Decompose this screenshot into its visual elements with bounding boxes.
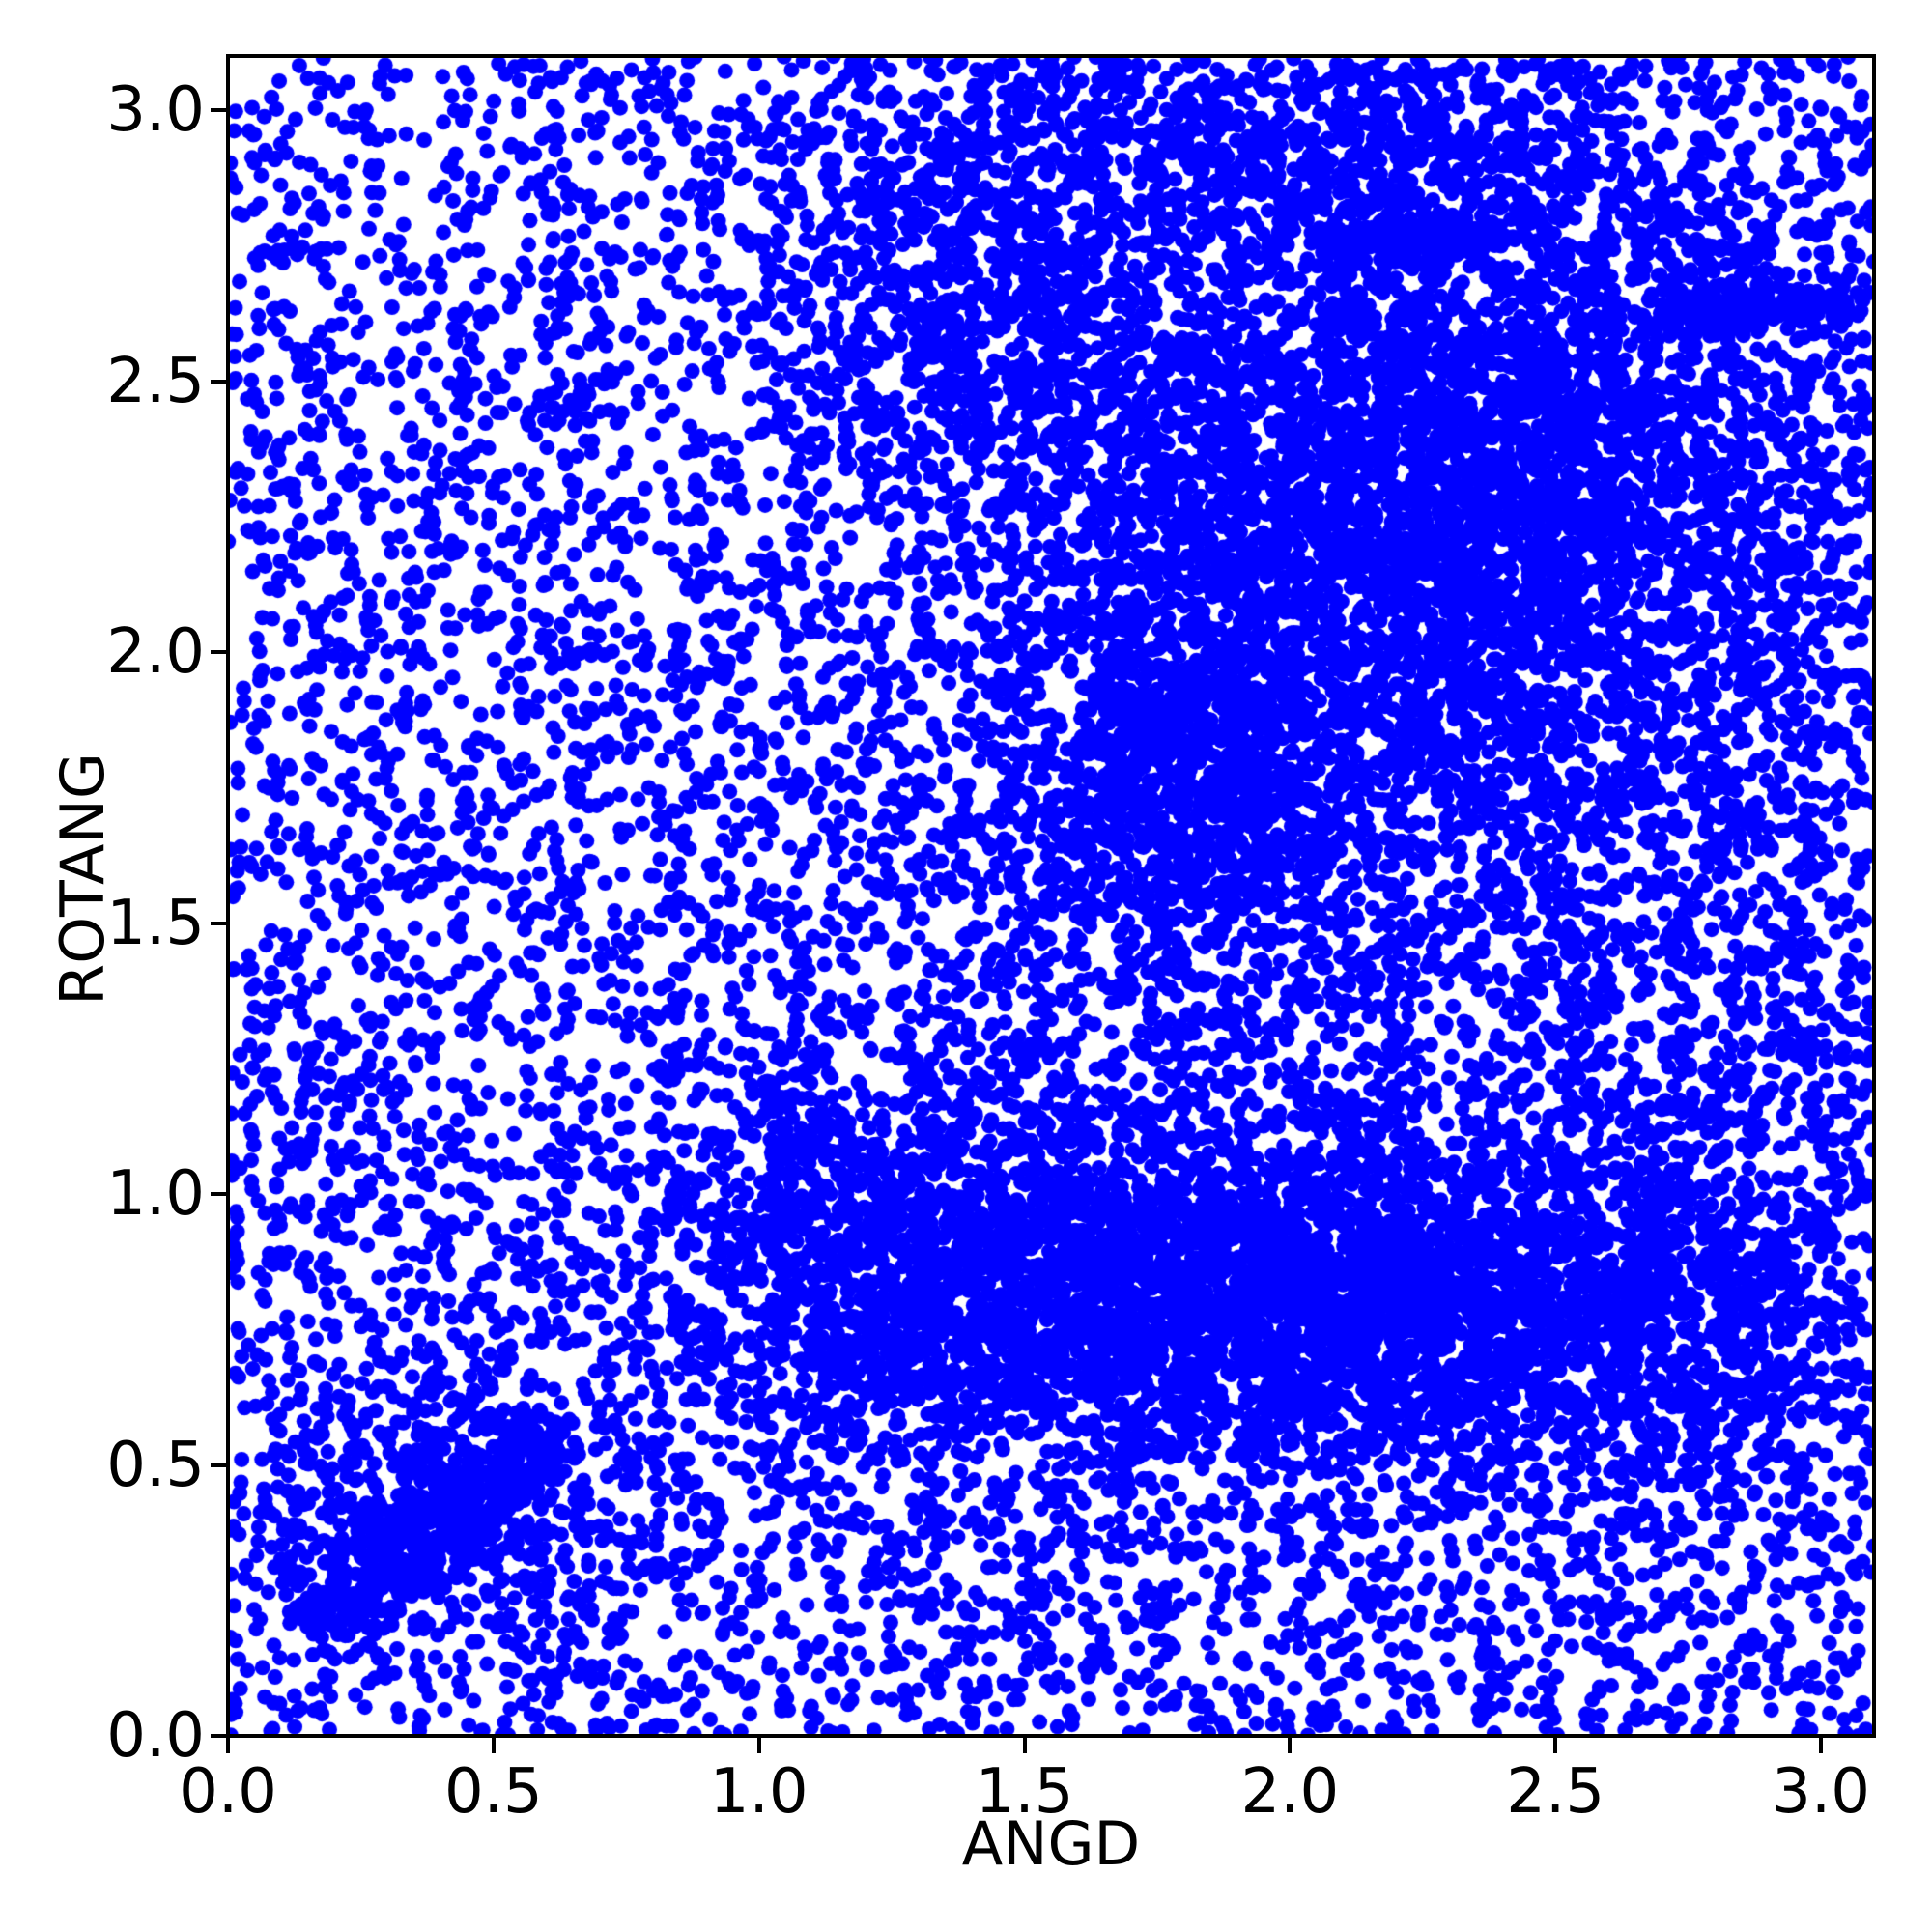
y-tick-label: 3.0 [106, 74, 205, 147]
x-tick-mark [756, 1736, 761, 1753]
x-tick-mark [491, 1736, 496, 1753]
y-tick-label: 2.0 [106, 616, 205, 689]
y-tick-label: 1.5 [106, 887, 205, 959]
x-tick-mark [226, 1736, 230, 1753]
x-axis-label: ANGD [961, 1808, 1141, 1879]
y-tick-label: 0.5 [106, 1429, 205, 1501]
x-tick-label: 0.5 [443, 1756, 543, 1828]
y-tick-mark [211, 921, 228, 925]
x-tick-mark [1819, 1736, 1824, 1753]
y-tick-label: 1.0 [106, 1158, 205, 1231]
x-tick-mark [1288, 1736, 1293, 1753]
x-tick-label: 2.0 [1240, 1756, 1340, 1828]
y-tick-mark [211, 379, 228, 384]
y-tick-mark [211, 1463, 228, 1467]
y-tick-mark [211, 1734, 228, 1738]
x-tick-label: 3.0 [1772, 1756, 1870, 1828]
x-tick-label: 1.0 [709, 1756, 809, 1828]
y-tick-label: 0.0 [106, 1700, 205, 1772]
scatter-points-canvas [228, 56, 1874, 1736]
x-tick-mark [1553, 1736, 1558, 1753]
x-tick-mark [1022, 1736, 1027, 1753]
y-axis-label: ROTANG [47, 753, 118, 1006]
y-tick-mark [211, 650, 228, 655]
y-tick-mark [211, 108, 228, 113]
x-tick-label: 0.0 [179, 1756, 277, 1828]
x-tick-label: 1.5 [975, 1756, 1074, 1828]
x-tick-label: 2.5 [1506, 1756, 1605, 1828]
y-tick-mark [211, 1192, 228, 1197]
y-tick-label: 2.5 [106, 345, 205, 417]
